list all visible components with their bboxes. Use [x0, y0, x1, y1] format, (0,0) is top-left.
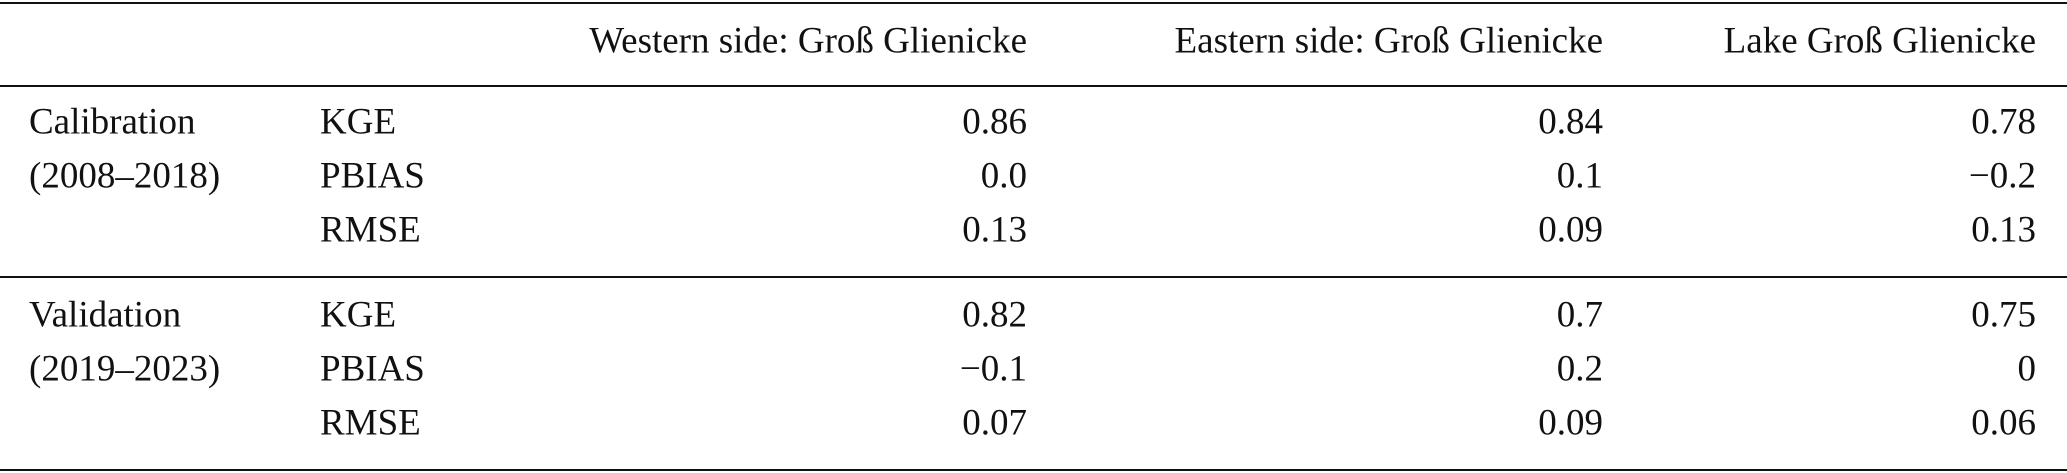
- group-label: (2019–2023): [29, 348, 220, 389]
- column-header: Western side: Groß Glienicke: [589, 20, 1027, 61]
- cell-value: 0.78: [1971, 101, 2036, 142]
- cell-value: 0.82: [962, 294, 1027, 335]
- cell-value: 0.86: [962, 101, 1027, 142]
- cell-value: 0.13: [1971, 209, 2036, 250]
- cell-value: 0.07: [962, 402, 1027, 443]
- cell-value: 0.0: [981, 155, 1027, 196]
- metric-label: RMSE: [320, 209, 421, 250]
- metric-label: KGE: [320, 294, 396, 335]
- cell-value: 0.2: [1557, 348, 1603, 389]
- cell-value: 0.1: [1557, 155, 1603, 196]
- group-label: (2008–2018): [29, 155, 220, 196]
- metric-label: RMSE: [320, 402, 421, 443]
- metric-label: KGE: [320, 101, 396, 142]
- column-header: Eastern side: Groß Glienicke: [1175, 20, 1603, 61]
- cell-value: 0.09: [1538, 402, 1603, 443]
- cell-value: 0.13: [962, 209, 1027, 250]
- cell-value: −0.2: [1969, 155, 2036, 196]
- metric-label: PBIAS: [320, 348, 425, 389]
- group-label: Validation: [29, 294, 181, 335]
- cell-value: 0.09: [1538, 209, 1603, 250]
- cell-value: 0.06: [1971, 402, 2036, 443]
- cell-value: 0.84: [1538, 101, 1603, 142]
- column-header: Lake Groß Glienicke: [1724, 20, 2036, 61]
- cell-value: 0: [2018, 348, 2037, 389]
- cell-value: −0.1: [960, 348, 1027, 389]
- cell-value: 0.75: [1971, 294, 2036, 335]
- metric-label: PBIAS: [320, 155, 425, 196]
- cell-value: 0.7: [1557, 294, 1603, 335]
- group-label: Calibration: [29, 101, 195, 142]
